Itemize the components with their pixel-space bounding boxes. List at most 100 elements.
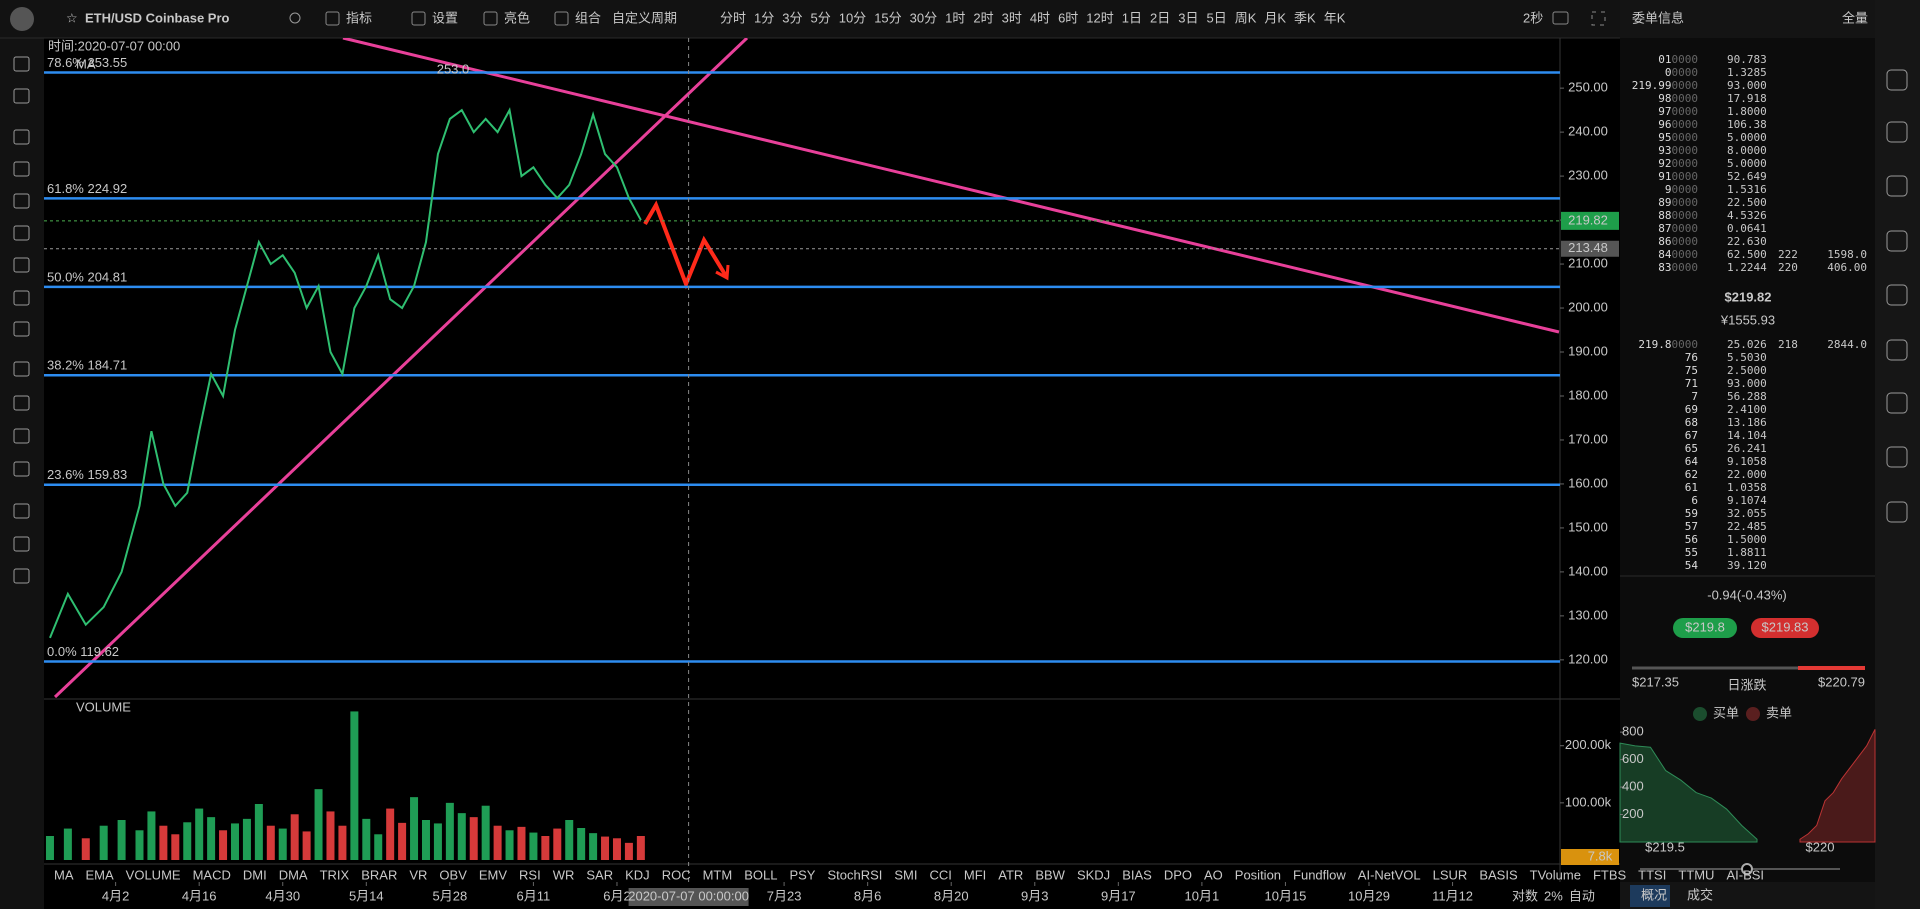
indicator[interactable]: CCI xyxy=(930,867,952,882)
indicator[interactable]: AI-BSI xyxy=(1726,867,1764,882)
toolbar-button[interactable]: 亮色 xyxy=(504,10,530,25)
tab[interactable]: 概况 xyxy=(1641,887,1667,902)
period-button[interactable]: 1时 xyxy=(945,10,965,25)
indicator[interactable]: KDJ xyxy=(625,867,650,882)
toolbar-button[interactable]: 组合 xyxy=(575,10,601,25)
tool-icon[interactable] xyxy=(13,193,30,209)
side-icon[interactable] xyxy=(1886,175,1908,197)
tool-icon[interactable] xyxy=(13,536,30,552)
indicator[interactable]: OBV xyxy=(439,867,467,882)
indicator[interactable]: SKDJ xyxy=(1077,867,1110,882)
indicator[interactable]: VR xyxy=(409,867,427,882)
indicator[interactable]: DMA xyxy=(279,867,308,882)
side-icon[interactable] xyxy=(1886,446,1908,468)
side-icon[interactable] xyxy=(1886,339,1908,361)
tool-icon[interactable] xyxy=(13,568,30,584)
tool-icon[interactable] xyxy=(13,225,30,241)
tool-icon[interactable] xyxy=(13,503,30,519)
indicator[interactable]: AO xyxy=(1204,867,1223,882)
indicator[interactable]: RSI xyxy=(519,867,541,882)
period-button[interactable]: 年K xyxy=(1324,10,1346,25)
side-icon[interactable] xyxy=(1886,230,1908,252)
indicator[interactable]: LSUR xyxy=(1433,867,1468,882)
indicator[interactable]: BBW xyxy=(1035,867,1065,882)
period-button[interactable]: 3分 xyxy=(782,10,802,25)
indicator[interactable]: TTSI xyxy=(1638,867,1666,882)
footer-option[interactable]: 自动 xyxy=(1569,888,1595,903)
side-icon[interactable] xyxy=(1886,69,1908,91)
indicator[interactable]: PSY xyxy=(789,867,815,882)
indicator[interactable]: TRIX xyxy=(320,867,350,882)
toolbar-button[interactable]: 指标 xyxy=(346,10,372,25)
period-button[interactable]: 12时 xyxy=(1086,10,1113,25)
footer-option[interactable]: 对数 xyxy=(1512,888,1538,903)
tool-icon[interactable] xyxy=(13,361,30,377)
indicator[interactable]: EMV xyxy=(479,867,508,882)
period-button[interactable]: 5分 xyxy=(810,10,830,25)
indicator[interactable]: FTBS xyxy=(1593,867,1627,882)
indicator[interactable]: DPO xyxy=(1164,867,1192,882)
indicator[interactable]: StochRSI xyxy=(827,867,882,882)
indicator[interactable]: DMI xyxy=(243,867,267,882)
period-button[interactable]: 2日 xyxy=(1150,10,1170,25)
footer-option[interactable]: 2% xyxy=(1544,888,1563,903)
tool-icon[interactable] xyxy=(13,129,30,145)
zoom-handle[interactable] xyxy=(1741,863,1753,875)
tool-icon[interactable] xyxy=(13,428,30,444)
period-button[interactable]: 3时 xyxy=(1002,10,1022,25)
period-button[interactable]: 3日 xyxy=(1178,10,1198,25)
indicator[interactable]: ATR xyxy=(998,867,1023,882)
side-icon[interactable] xyxy=(1886,392,1908,414)
tool-icon[interactable] xyxy=(13,290,30,306)
side-icon[interactable] xyxy=(1886,501,1908,523)
tab[interactable]: 成交 xyxy=(1687,887,1713,902)
period-button[interactable]: 月K xyxy=(1264,10,1286,25)
period-button[interactable]: 30分 xyxy=(910,10,937,25)
side-icon[interactable] xyxy=(1886,121,1908,143)
period-button[interactable]: 4时 xyxy=(1030,10,1050,25)
indicator[interactable]: BRAR xyxy=(361,867,397,882)
tool-icon[interactable] xyxy=(13,461,30,477)
indicator[interactable]: TTMU xyxy=(1678,867,1714,882)
indicator[interactable]: SMI xyxy=(894,867,917,882)
period-button[interactable]: 1分 xyxy=(754,10,774,25)
indicator[interactable]: Fundflow xyxy=(1293,867,1346,882)
indicator[interactable]: MFI xyxy=(964,867,986,882)
period-button[interactable]: 分时 xyxy=(720,10,746,25)
tool-icon[interactable] xyxy=(13,395,30,411)
indicator[interactable]: WR xyxy=(553,867,575,882)
indicator[interactable]: BIAS xyxy=(1122,867,1152,882)
side-icon[interactable] xyxy=(1886,284,1908,306)
indicator[interactable]: MACD xyxy=(193,867,231,882)
period-button[interactable]: 10分 xyxy=(839,10,866,25)
indicator[interactable]: Position xyxy=(1235,867,1281,882)
indicator[interactable]: BOLL xyxy=(744,867,777,882)
bid-button[interactable] xyxy=(1673,618,1737,638)
tool-icon[interactable] xyxy=(13,257,30,273)
period-button[interactable]: 6时 xyxy=(1058,10,1078,25)
fullscreen-icon[interactable] xyxy=(1591,11,1606,26)
indicator[interactable]: MA xyxy=(54,867,74,882)
period-button[interactable]: 2时 xyxy=(973,10,993,25)
period-button[interactable]: 15分 xyxy=(874,10,901,25)
indicator[interactable]: SAR xyxy=(586,867,613,882)
period-button[interactable]: 季K xyxy=(1294,10,1316,25)
indicator[interactable]: BASIS xyxy=(1479,867,1518,882)
tool-icon[interactable] xyxy=(13,161,30,177)
indicator[interactable]: MTM xyxy=(703,867,733,882)
period-button[interactable]: 5日 xyxy=(1206,10,1226,25)
toolbar-button[interactable]: 设置 xyxy=(432,10,458,25)
indicator[interactable]: AI-NetVOL xyxy=(1358,867,1421,882)
ask-button[interactable] xyxy=(1751,618,1819,638)
tool-icon[interactable] xyxy=(13,321,30,337)
tool-icon[interactable] xyxy=(13,88,30,104)
period-button[interactable]: 周K xyxy=(1235,10,1257,25)
tool-icon[interactable] xyxy=(13,56,30,72)
custom-period[interactable]: 自定义周期 xyxy=(612,10,677,25)
camera-icon[interactable] xyxy=(1552,11,1569,25)
indicator[interactable]: VOLUME xyxy=(126,867,181,882)
indicator[interactable]: EMA xyxy=(86,867,115,882)
period-button[interactable]: 1日 xyxy=(1122,10,1142,25)
indicator[interactable]: ROC xyxy=(662,867,691,882)
indicator[interactable]: TVolume xyxy=(1530,867,1581,882)
